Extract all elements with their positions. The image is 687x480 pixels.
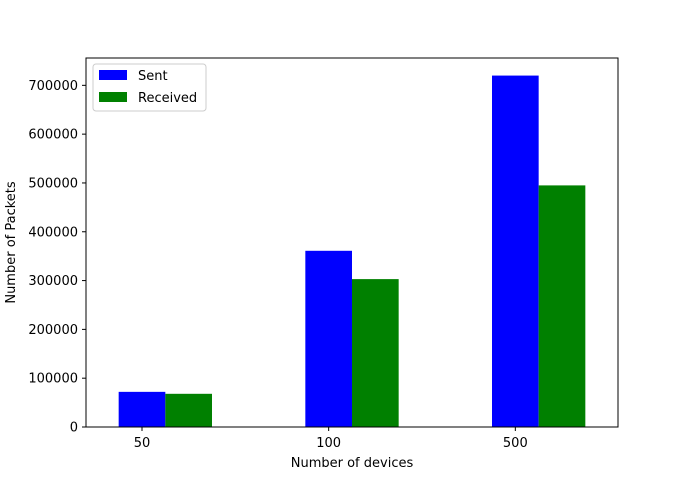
bar-received-50 [165,393,212,427]
y-tick-label: 200000 [28,323,78,338]
bar-sent-50 [118,391,166,427]
y-tick-label: 600000 [28,128,78,143]
x-axis-label: Number of devices [291,456,414,471]
bar-received-500 [538,185,586,427]
bars-group [118,75,586,428]
plot-area-frame [85,57,619,428]
y-tick-label: 700000 [28,79,78,94]
x-tick-label: 500 [503,436,528,451]
x-axis: 50 100 500 [134,427,528,451]
legend-swatch-sent [99,70,127,80]
legend-swatch-received [99,92,127,102]
legend-label-received: Received [138,91,197,106]
y-tick-label: 100000 [28,372,78,387]
bar-sent-500 [492,75,539,428]
x-tick-label: 100 [316,436,341,451]
bar-sent-100 [305,250,352,427]
y-tick-label: 500000 [28,176,78,191]
legend: Sent Received [92,63,207,112]
x-tick-label: 50 [134,436,151,451]
y-tick-label: 300000 [28,274,78,289]
bar-received-100 [352,279,399,427]
y-axis-label: Number of Packets [4,181,19,304]
y-tick-label: 400000 [28,225,78,240]
legend-label-sent: Sent [138,69,168,84]
y-tick-label: 0 [70,421,78,436]
y-axis: 0 100000 200000 300000 400000 500000 600000 700… [28,79,86,436]
